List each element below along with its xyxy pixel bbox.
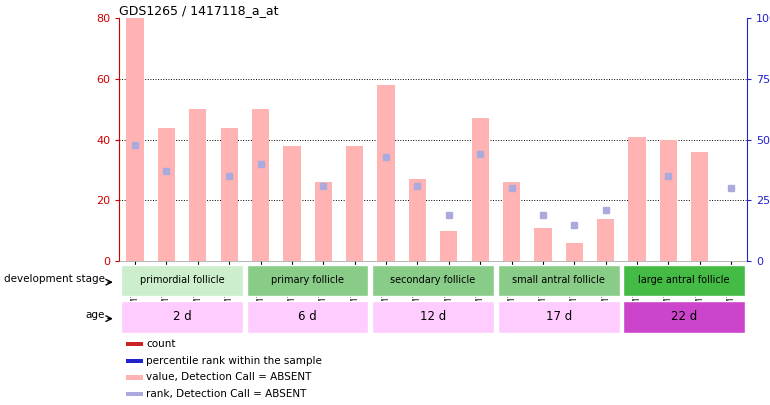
Text: percentile rank within the sample: percentile rank within the sample bbox=[146, 356, 322, 366]
Bar bbox=[121, 264, 243, 296]
Bar bbox=[628, 137, 646, 261]
Bar bbox=[372, 264, 494, 296]
Text: value, Detection Call = ABSENT: value, Detection Call = ABSENT bbox=[146, 373, 312, 382]
Bar bbox=[246, 301, 369, 333]
Text: primordial follicle: primordial follicle bbox=[140, 275, 224, 286]
Bar bbox=[158, 128, 175, 261]
Bar bbox=[252, 109, 270, 261]
Bar bbox=[121, 301, 243, 333]
Bar bbox=[497, 301, 620, 333]
Text: 22 d: 22 d bbox=[671, 310, 698, 324]
Text: secondary follicle: secondary follicle bbox=[390, 275, 476, 286]
Text: small antral follicle: small antral follicle bbox=[512, 275, 605, 286]
Bar bbox=[346, 146, 363, 261]
Text: 12 d: 12 d bbox=[420, 310, 447, 324]
Bar bbox=[189, 109, 206, 261]
Bar bbox=[220, 128, 238, 261]
Bar bbox=[471, 119, 489, 261]
Bar bbox=[126, 359, 142, 363]
Text: primary follicle: primary follicle bbox=[271, 275, 344, 286]
Bar bbox=[283, 146, 300, 261]
Bar bbox=[126, 18, 144, 261]
Bar bbox=[315, 182, 332, 261]
Bar bbox=[377, 85, 395, 261]
Bar bbox=[691, 152, 708, 261]
Text: 6 d: 6 d bbox=[298, 310, 317, 324]
Bar bbox=[623, 301, 745, 333]
Bar bbox=[440, 231, 457, 261]
Text: count: count bbox=[146, 339, 176, 350]
Bar bbox=[246, 264, 369, 296]
Bar bbox=[126, 342, 142, 346]
Bar bbox=[409, 179, 426, 261]
Text: development stage: development stage bbox=[4, 274, 105, 284]
Text: rank, Detection Call = ABSENT: rank, Detection Call = ABSENT bbox=[146, 389, 306, 399]
Text: GDS1265 / 1417118_a_at: GDS1265 / 1417118_a_at bbox=[119, 4, 279, 17]
Bar bbox=[372, 301, 494, 333]
Bar bbox=[660, 140, 677, 261]
Text: 17 d: 17 d bbox=[545, 310, 572, 324]
Bar bbox=[503, 182, 521, 261]
Text: large antral follicle: large antral follicle bbox=[638, 275, 730, 286]
Bar bbox=[566, 243, 583, 261]
Bar bbox=[534, 228, 551, 261]
Text: age: age bbox=[85, 310, 105, 320]
Text: 2 d: 2 d bbox=[172, 310, 192, 324]
Bar bbox=[623, 264, 745, 296]
Bar bbox=[126, 375, 142, 379]
Bar bbox=[597, 219, 614, 261]
Bar bbox=[126, 392, 142, 396]
Bar bbox=[497, 264, 620, 296]
